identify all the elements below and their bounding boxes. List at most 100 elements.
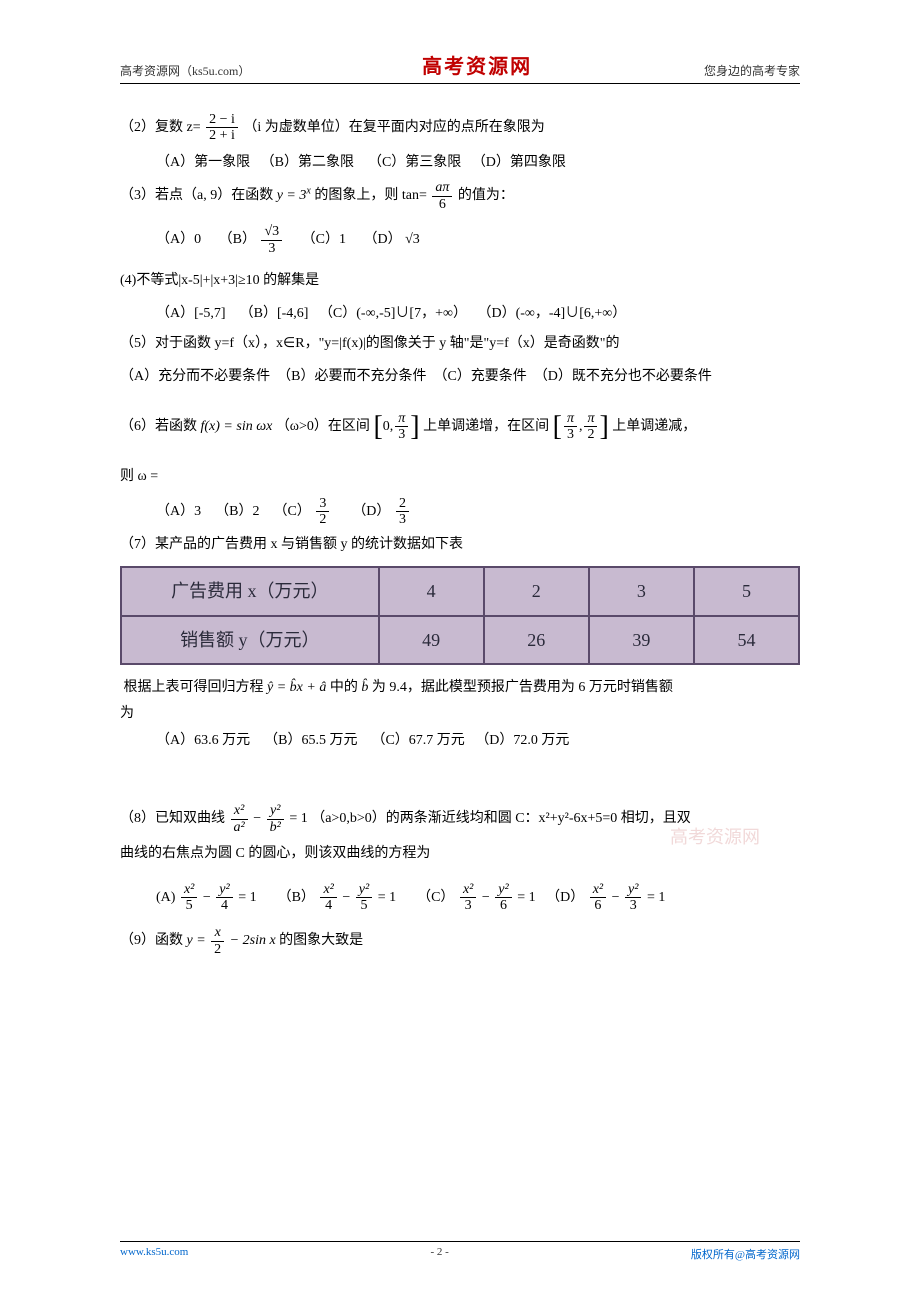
q6-cond: （ω>0）在区间 xyxy=(276,419,370,434)
table-cell: 4 xyxy=(379,567,484,615)
q2-opt-c: （C）第三象限 xyxy=(368,155,461,170)
q6-opt-c-label: （C） xyxy=(273,504,310,519)
q7-opt-c: （C）67.7 万元 xyxy=(371,733,464,748)
q8-cond: （a>0,b>0）的两条渐近线均和圆 C：x²+y²-6x+5=0 相切，且双 xyxy=(311,811,691,826)
q8-opt-b-label: （B） xyxy=(278,890,315,905)
q8-frac1: x²a² xyxy=(231,803,248,835)
q2-options: （A）第一象限 （B）第二象限 （C）第三象限 （D）第四象限 xyxy=(120,150,800,177)
q6-text-before: （6）若函数 xyxy=(120,419,197,434)
q3-opt-c: （C）1 xyxy=(302,232,346,247)
table-cell: 39 xyxy=(589,616,694,664)
q9-frac: x2 xyxy=(211,925,224,957)
q6-opt-c-frac: 32 xyxy=(316,496,329,528)
question-6: （6）若函数 f(x) = sin ωx （ω>0）在区间 [0,π3] 上单调… xyxy=(120,400,800,453)
q6-bracket: ] xyxy=(599,411,608,442)
table-cell: 5 xyxy=(694,567,799,615)
question-7: （7）某产品的广告费用 x 与销售额 y 的统计数据如下表 xyxy=(120,532,800,559)
q8-frac2: y²b² xyxy=(267,803,284,835)
q6-options: （A）3 （B）2 （C） 32 （D） 23 xyxy=(120,496,800,528)
q9-text-before: （9）函数 xyxy=(120,933,183,948)
q3-fraction: aπ 6 xyxy=(432,180,452,212)
content-body: （2）复数 z= 2 − i 2 + i （i 为虚数单位）在复平面内对应的点所… xyxy=(120,112,800,957)
q3-func: y = 3 xyxy=(277,188,307,203)
table-cell-label: 广告费用 x（万元） xyxy=(121,567,379,615)
q4-options: （A）[-5,7] （B）[-4,6] （C）(-∞,-5]∪[7，+∞） （D… xyxy=(120,301,800,328)
q2-text-before: （2）复数 z= xyxy=(120,120,201,135)
header-center-brand: 高考资源网 xyxy=(422,50,532,79)
q6-opt-d-label: （D） xyxy=(352,504,390,519)
header-right: 您身边的高考专家 xyxy=(704,62,800,79)
table-row: 广告费用 x（万元） 4 2 3 5 xyxy=(121,567,799,615)
question-4: (4)不等式|x-5|+|x+3|≥10 的解集是 xyxy=(120,268,800,295)
q6-bracket: [ xyxy=(373,411,382,442)
q4-opt-c: （C）(-∞,-5]∪[7，+∞） xyxy=(319,306,467,321)
q7-opt-a: （A）63.6 万元 xyxy=(156,733,250,748)
q7-eq: ŷ = b̂x + â xyxy=(267,680,326,695)
q4-opt-a: （A）[-5,7] xyxy=(156,306,226,321)
q5-options: （A）充分而不必要条件 （B）必要而不充分条件 （C）充要条件 （D）既不充分也… xyxy=(120,364,800,391)
q5-opt-b: （B）必要而不充分条件 xyxy=(277,369,426,384)
q5-opt-d: （D）既不充分也不必要条件 xyxy=(534,369,712,384)
q2-fraction: 2 − i 2 + i xyxy=(206,112,238,144)
q5-opt-a: （A）充分而不必要条件 xyxy=(120,369,270,384)
q3-opt-b-frac: √3 3 xyxy=(261,224,282,256)
q7-bhat: b̂ xyxy=(361,680,368,695)
q3-mid: 的图象上，则 tan= xyxy=(314,188,427,203)
q5-opt-c: （C）充要条件 xyxy=(433,369,526,384)
q3-options: （A）0 （B） √3 3 （C）1 （D） √3 xyxy=(120,224,800,256)
q7-opt-d: （D）72.0 万元 xyxy=(475,733,569,748)
q9-after: 的图象大致是 xyxy=(279,933,363,948)
q6-bracket: ] xyxy=(410,411,419,442)
page-footer: www.ks5u.com - 2 - 版权所有@高考资源网 xyxy=(120,1241,800,1262)
q7-data-table: 广告费用 x（万元） 4 2 3 5 销售额 y（万元） 49 26 39 54 xyxy=(120,566,800,664)
table-cell: 54 xyxy=(694,616,799,664)
footer-page-number: - 2 - xyxy=(430,1246,448,1262)
table-cell: 49 xyxy=(379,616,484,664)
q9-mid: − 2sin x xyxy=(230,933,276,948)
page-container: 高考资源网（ks5u.com） 高考资源网 您身边的高考专家 （2）复数 z= … xyxy=(0,0,920,1302)
q8-options: (A) x²5 − y²4 = 1 （B） x²4 − y²5 = 1 （C） … xyxy=(120,882,800,914)
q3-after: 的值为： xyxy=(458,188,514,203)
q6-func: f(x) = sin ωx xyxy=(201,419,273,434)
question-2: （2）复数 z= 2 − i 2 + i （i 为虚数单位）在复平面内对应的点所… xyxy=(120,112,800,144)
q8-opt-d-label: （D） xyxy=(546,890,584,905)
q3-opt-a: （A）0 xyxy=(156,232,201,247)
footer-right: 版权所有@高考资源网 xyxy=(691,1246,800,1262)
header-left: 高考资源网（ks5u.com） xyxy=(120,62,250,79)
q4-opt-b: （B）[-4,6] xyxy=(240,306,309,321)
q6-after: 上单调递减， xyxy=(612,419,696,434)
q2-text-after: （i 为虚数单位）在复平面内对应的点所在象限为 xyxy=(243,120,544,135)
q2-opt-a: （A）第一象限 xyxy=(156,155,250,170)
q6-opt-d-frac: 23 xyxy=(396,496,409,528)
q7-text2: 根据上表可得回归方程 ŷ = b̂x + â 中的 b̂ 为 9.4，据此模型预… xyxy=(120,675,800,702)
table-cell-label: 销售额 y（万元） xyxy=(121,616,379,664)
q6-line2: 则 ω = xyxy=(120,464,800,491)
watermark: 高考资源网 xyxy=(670,820,760,854)
question-3: （3）若点（a, 9）在函数 y = 3x 的图象上，则 tan= aπ 6 的… xyxy=(120,180,800,212)
q3-opt-b-label: （B） xyxy=(219,232,256,247)
q4-opt-d: （D）(-∞，-4]∪[6,+∞） xyxy=(477,306,626,321)
q6-opt-b: （B）2 xyxy=(215,504,259,519)
footer-left: www.ks5u.com xyxy=(120,1246,188,1262)
q8-opt-a-label: (A) xyxy=(156,890,175,905)
q8-opt-c-label: （C） xyxy=(417,890,454,905)
q2-opt-d: （D）第四象限 xyxy=(472,155,566,170)
q3-text: （3）若点（a, 9）在函数 xyxy=(120,188,273,203)
q6-bracket: [ xyxy=(553,411,562,442)
q6-opt-a: （A）3 xyxy=(156,504,201,519)
table-cell: 2 xyxy=(484,567,589,615)
q3-exp: x xyxy=(306,186,310,197)
q3-opt-d-val: √3 xyxy=(405,232,420,247)
q8-text-before: （8）已知双曲线 xyxy=(120,811,225,826)
table-row: 销售额 y（万元） 49 26 39 54 xyxy=(121,616,799,664)
q6-mid: 上单调递增，在区间 xyxy=(423,419,549,434)
page-header: 高考资源网（ks5u.com） 高考资源网 您身边的高考专家 xyxy=(120,50,800,84)
q7-text3: 为 xyxy=(120,701,800,728)
q7-options: （A）63.6 万元 （B）65.5 万元 （C）67.7 万元 （D）72.0… xyxy=(120,728,800,755)
question-9: （9）函数 y = x2 − 2sin x 的图象大致是 xyxy=(120,925,800,957)
q7-opt-b: （B）65.5 万元 xyxy=(264,733,357,748)
table-cell: 3 xyxy=(589,567,694,615)
q2-opt-b: （B）第二象限 xyxy=(261,155,354,170)
q3-opt-d-label: （D） xyxy=(364,232,402,247)
question-5: （5）对于函数 y=f（x），x∈R，"y=|f(x)|的图像关于 y 轴"是"… xyxy=(120,331,800,358)
